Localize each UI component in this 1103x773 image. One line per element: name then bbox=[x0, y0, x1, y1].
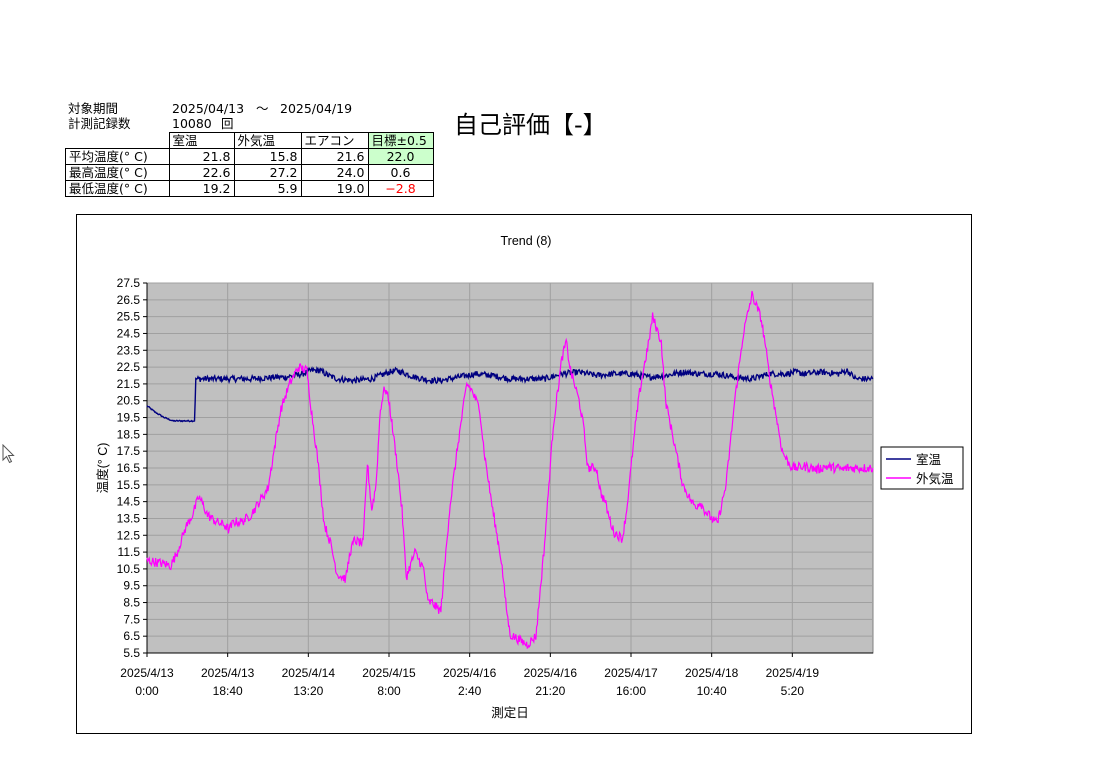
col-target: 目標±0.5 bbox=[367, 132, 434, 149]
y-tick-label: 8.5 bbox=[123, 596, 140, 610]
legend-label: 室温 bbox=[916, 452, 942, 467]
y-tick-label: 16.5 bbox=[117, 461, 141, 475]
x-tick-label-time: 13:20 bbox=[293, 684, 323, 698]
y-tick-label: 10.5 bbox=[117, 562, 141, 576]
legend-label: 外気温 bbox=[916, 471, 954, 486]
row-label: 最高温度(° C) bbox=[65, 164, 170, 181]
y-tick-label: 23.5 bbox=[117, 343, 141, 357]
x-tick-label-date: 2025/4/13 bbox=[120, 666, 174, 680]
cell-outdoor: 5.9 bbox=[233, 180, 302, 197]
y-tick-label: 24.5 bbox=[117, 326, 141, 340]
cell-aircon: 19.0 bbox=[300, 180, 369, 197]
y-tick-label: 21.5 bbox=[117, 377, 141, 391]
x-tick-label-date: 2025/4/16 bbox=[443, 666, 497, 680]
x-tick-label-time: 21:20 bbox=[535, 684, 565, 698]
cell-outdoor: 27.2 bbox=[233, 164, 302, 181]
y-tick-label: 7.5 bbox=[123, 612, 140, 626]
series-layer bbox=[146, 290, 874, 649]
x-tick-label-date: 2025/4/16 bbox=[524, 666, 578, 680]
x-tick-label-date: 2025/4/17 bbox=[604, 666, 658, 680]
x-tick-label-time: 18:40 bbox=[213, 684, 243, 698]
cell-room: 21.8 bbox=[168, 148, 235, 165]
col-aircon: エアコン bbox=[300, 132, 369, 149]
x-tick-label-time: 8:00 bbox=[377, 684, 401, 698]
cell-outdoor: 15.8 bbox=[233, 148, 302, 165]
chart-container: Trend (8) 5.5 6.5 7.5 8.5 9.5 10.5 11.5 12.5 13.… bbox=[76, 214, 972, 734]
mouse-cursor-icon bbox=[2, 444, 15, 464]
y-tick-label: 14.5 bbox=[117, 495, 141, 509]
y-tick-label: 5.5 bbox=[123, 646, 140, 660]
period-end: 2025/04/19 bbox=[280, 101, 353, 116]
y-tick-label: 13.5 bbox=[117, 511, 141, 525]
y-tick-label: 18.5 bbox=[117, 427, 141, 441]
records-label: 計測記録数 bbox=[68, 116, 131, 131]
x-tick-label-time: 0:00 bbox=[135, 684, 159, 698]
y-tick-label: 6.5 bbox=[123, 629, 140, 643]
x-tick-label-date: 2025/4/14 bbox=[282, 666, 336, 680]
records-row: 計測記録数 10080 回 bbox=[68, 116, 234, 131]
chart-title: Trend (8) bbox=[501, 234, 552, 248]
x-tick-label-time: 16:00 bbox=[616, 684, 646, 698]
x-tick-label-date: 2025/4/19 bbox=[766, 666, 820, 680]
y-tick-label: 22.5 bbox=[117, 360, 141, 374]
period-label: 対象期間 bbox=[68, 101, 119, 116]
y-tick-label: 26.5 bbox=[117, 293, 141, 307]
col-room: 室温 bbox=[168, 132, 235, 149]
cell-room: 22.6 bbox=[168, 164, 235, 181]
records-unit: 回 bbox=[221, 116, 234, 131]
y-tick-label: 11.5 bbox=[118, 545, 141, 559]
self-evaluation: 自己評価【-】 bbox=[454, 111, 607, 139]
period-row: 対象期間 2025/04/13 ～ 2025/04/19 bbox=[68, 101, 352, 116]
cell-aircon: 24.0 bbox=[300, 164, 369, 181]
period-start: 2025/04/13 bbox=[172, 101, 245, 116]
x-tick-label-date: 2025/4/18 bbox=[685, 666, 739, 680]
row-label: 最低温度(° C) bbox=[65, 180, 170, 197]
series-line-outdoor bbox=[146, 290, 874, 649]
x-axis-ticks: 2025/4/13 0:00 2025/4/13 18:40 2025/4/14 13:2… bbox=[120, 653, 819, 698]
y-tick-label: 25.5 bbox=[117, 310, 141, 324]
col-outdoor: 外気温 bbox=[233, 132, 302, 149]
y-axis-ticks: 5.5 6.5 7.5 8.5 9.5 10.5 11.5 12.5 13.5 14.5 15.5 1… bbox=[117, 276, 873, 660]
y-tick-label: 12.5 bbox=[117, 528, 141, 542]
series-line-room bbox=[146, 366, 874, 423]
y-tick-label: 9.5 bbox=[123, 579, 140, 593]
row-label: 平均温度(° C) bbox=[65, 148, 170, 165]
summary-row-max: 最高温度(° C) 22.6 27.2 24.0 0.6 bbox=[65, 164, 434, 181]
x-axis-label: 測定日 bbox=[491, 705, 529, 720]
x-tick-label-time: 10:40 bbox=[697, 684, 727, 698]
summary-header-blank bbox=[65, 132, 170, 149]
cell-target: 22.0 bbox=[367, 148, 434, 165]
x-tick-label-time: 2:40 bbox=[458, 684, 482, 698]
summary-row-min: 最低温度(° C) 19.2 5.9 19.0 −2.8 bbox=[65, 180, 434, 197]
summary-row-avg: 平均温度(° C) 21.8 15.8 21.6 22.0 bbox=[65, 148, 434, 165]
cell-room: 19.2 bbox=[168, 180, 235, 197]
x-tick-label-date: 2025/4/15 bbox=[362, 666, 416, 680]
records-count: 10080 bbox=[172, 116, 212, 131]
legend-box bbox=[880, 446, 964, 490]
y-tick-label: 17.5 bbox=[117, 444, 141, 458]
summary-header-row: 室温 外気温 エアコン 目標±0.5 bbox=[65, 132, 434, 149]
cell-target: −2.8 bbox=[367, 180, 434, 197]
period-separator: ～ bbox=[256, 101, 269, 116]
y-tick-label: 20.5 bbox=[117, 394, 141, 408]
y-tick-label: 15.5 bbox=[117, 478, 141, 492]
y-tick-label: 19.5 bbox=[117, 411, 141, 425]
cell-target: 0.6 bbox=[367, 164, 434, 181]
x-tick-label-time: 5:20 bbox=[781, 684, 805, 698]
y-axis-label: 温度(° C) bbox=[95, 443, 110, 494]
x-tick-label-date: 2025/4/13 bbox=[201, 666, 255, 680]
summary-table: 室温 外気温 エアコン 目標±0.5 平均温度(° C) 21.8 15.8 2… bbox=[65, 132, 434, 197]
cell-aircon: 21.6 bbox=[300, 148, 369, 165]
trend-chart: Trend (8) 5.5 6.5 7.5 8.5 9.5 10.5 11.5 12.5 13.… bbox=[95, 234, 964, 720]
y-tick-label: 27.5 bbox=[117, 276, 141, 290]
